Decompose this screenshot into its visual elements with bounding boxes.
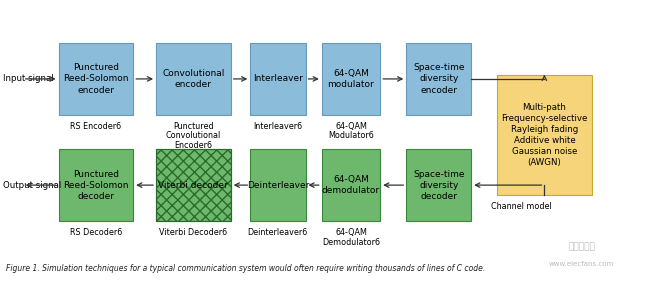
Text: Space-time
diversity
encoder: Space-time diversity encoder xyxy=(413,63,465,94)
Text: Convolutional: Convolutional xyxy=(166,131,221,140)
Text: Demodulator6: Demodulator6 xyxy=(322,238,380,247)
Text: 64-QAM
modulator: 64-QAM modulator xyxy=(328,69,374,89)
Text: Punctured
Reed-Solomon
encoder: Punctured Reed-Solomon encoder xyxy=(63,63,129,94)
Text: Space-time
diversity
decoder: Space-time diversity decoder xyxy=(413,170,465,201)
Text: Encoder6: Encoder6 xyxy=(174,141,213,150)
Text: Viterbi decoder: Viterbi decoder xyxy=(159,181,228,190)
Text: Output signal: Output signal xyxy=(3,181,62,190)
Text: Punctured: Punctured xyxy=(173,122,214,131)
Text: Figure 1. Simulation techniques for a typical communication system would often r: Figure 1. Simulation techniques for a ty… xyxy=(6,264,486,273)
Text: 64-QAM: 64-QAM xyxy=(335,228,367,237)
FancyBboxPatch shape xyxy=(250,149,306,221)
Text: Viterbi Decoder6: Viterbi Decoder6 xyxy=(159,228,228,237)
Text: 電子發燒網: 電子發燒網 xyxy=(568,242,595,251)
FancyBboxPatch shape xyxy=(58,149,133,221)
FancyBboxPatch shape xyxy=(322,43,380,115)
Text: 64-QAM: 64-QAM xyxy=(335,122,367,131)
Text: Channel model: Channel model xyxy=(491,202,551,211)
FancyBboxPatch shape xyxy=(156,43,231,115)
FancyBboxPatch shape xyxy=(406,149,471,221)
Text: Multi-path
Frequency-selective
Rayleigh fading
Additive white
Gaussian noise
(AW: Multi-path Frequency-selective Rayleigh … xyxy=(501,103,588,167)
Text: Interleaver6: Interleaver6 xyxy=(254,122,302,131)
Text: Deinterleaver6: Deinterleaver6 xyxy=(248,228,308,237)
FancyBboxPatch shape xyxy=(156,149,231,221)
Text: Input signal: Input signal xyxy=(3,74,54,84)
Text: Convolutional
encoder: Convolutional encoder xyxy=(162,69,224,89)
FancyBboxPatch shape xyxy=(58,43,133,115)
FancyBboxPatch shape xyxy=(250,43,306,115)
Text: Punctured
Reed-Solomon
decoder: Punctured Reed-Solomon decoder xyxy=(63,170,129,201)
Text: Modulator6: Modulator6 xyxy=(328,131,374,140)
FancyBboxPatch shape xyxy=(406,43,471,115)
Text: 64-QAM
demodulator: 64-QAM demodulator xyxy=(322,175,380,195)
FancyBboxPatch shape xyxy=(497,75,592,195)
Text: RS Decoder6: RS Decoder6 xyxy=(70,228,122,237)
Text: Interleaver: Interleaver xyxy=(253,74,303,84)
FancyBboxPatch shape xyxy=(322,149,380,221)
Text: RS Encoder6: RS Encoder6 xyxy=(70,122,122,131)
Text: www.elecfans.com: www.elecfans.com xyxy=(549,261,614,267)
Text: Deinterleaver: Deinterleaver xyxy=(247,181,309,190)
